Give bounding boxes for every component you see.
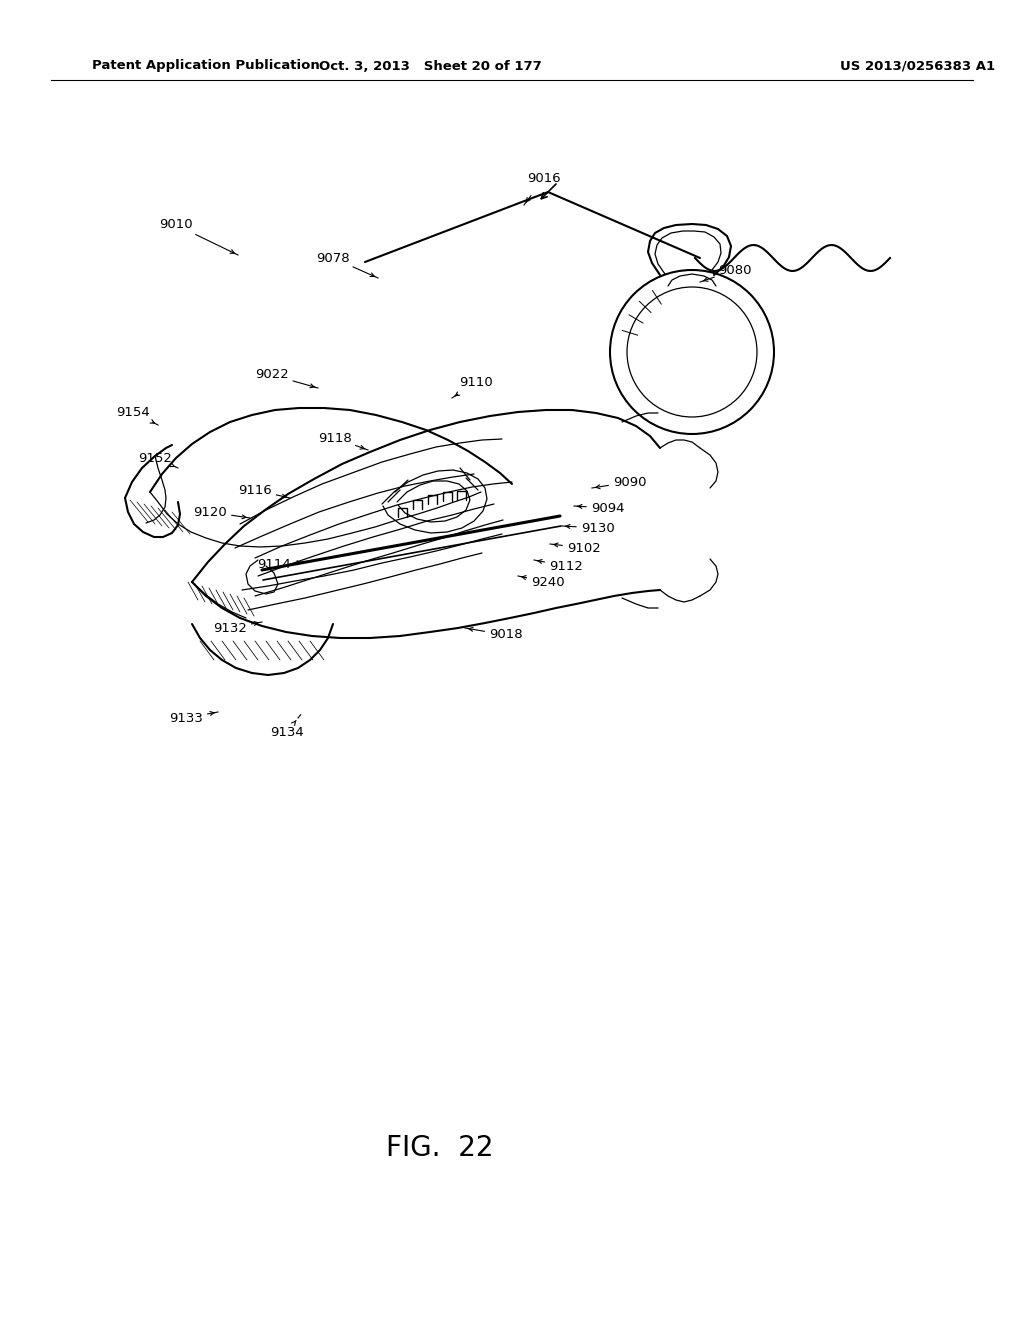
Text: 9010: 9010 — [159, 219, 193, 231]
Text: 9094: 9094 — [591, 502, 625, 515]
Text: 9112: 9112 — [549, 560, 583, 573]
Text: 9130: 9130 — [582, 521, 614, 535]
Text: 9240: 9240 — [531, 576, 565, 589]
Text: 9090: 9090 — [613, 475, 647, 488]
Text: 9152: 9152 — [138, 451, 172, 465]
Text: 9078: 9078 — [316, 252, 350, 264]
Text: US 2013/0256383 A1: US 2013/0256383 A1 — [840, 59, 995, 73]
Text: 9102: 9102 — [567, 541, 601, 554]
Text: 9116: 9116 — [239, 483, 272, 496]
Text: 9132: 9132 — [213, 622, 247, 635]
Text: Patent Application Publication: Patent Application Publication — [92, 59, 319, 73]
Text: 9120: 9120 — [194, 506, 227, 519]
Text: 9134: 9134 — [270, 726, 304, 738]
Text: Oct. 3, 2013   Sheet 20 of 177: Oct. 3, 2013 Sheet 20 of 177 — [318, 59, 542, 73]
Text: 9080: 9080 — [718, 264, 752, 276]
Text: 9154: 9154 — [116, 405, 150, 418]
Text: 9110: 9110 — [459, 375, 493, 388]
Text: 9022: 9022 — [255, 368, 289, 381]
Text: 9016: 9016 — [527, 172, 561, 185]
Text: 9114: 9114 — [257, 558, 291, 572]
Text: FIG.  22: FIG. 22 — [386, 1134, 494, 1162]
Text: 9118: 9118 — [318, 432, 352, 445]
Text: 9018: 9018 — [489, 628, 523, 642]
Text: 9133: 9133 — [169, 711, 203, 725]
